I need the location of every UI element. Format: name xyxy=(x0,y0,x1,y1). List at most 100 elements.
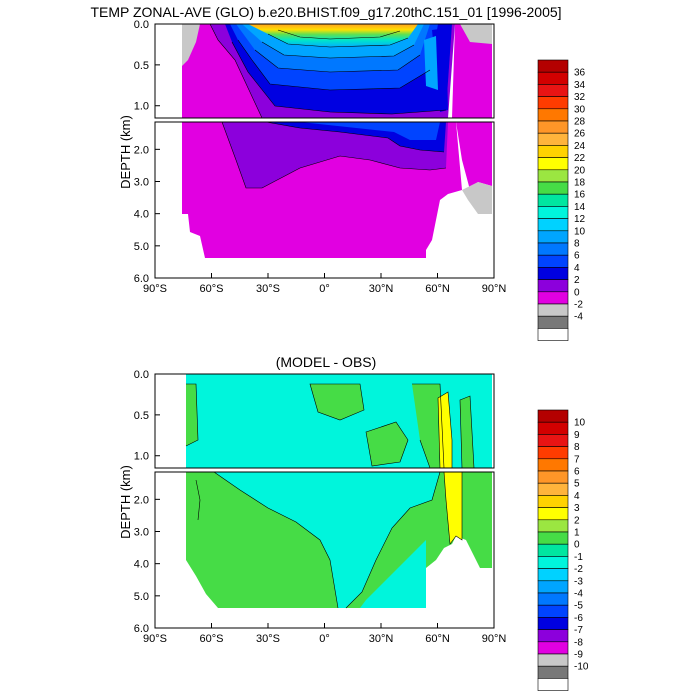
x-tick-label: 30°N xyxy=(369,633,394,645)
x-tick-label: 30°S xyxy=(256,283,280,295)
top-upper-fills xyxy=(182,24,492,118)
colorbar-label: 8 xyxy=(574,239,580,250)
colorbar-label: -2 xyxy=(574,300,583,311)
colorbar-label: 22 xyxy=(574,153,586,164)
colorbar-label: -7 xyxy=(574,625,583,636)
colorbar-swatch xyxy=(537,641,569,655)
colorbar-swatch xyxy=(537,193,569,207)
x-tick-label: 90°N xyxy=(482,283,507,295)
colorbar-swatch xyxy=(537,580,569,594)
colorbar-swatch xyxy=(537,531,569,545)
colorbar-label: 8 xyxy=(574,442,580,453)
colorbar-label: 12 xyxy=(574,214,586,225)
colorbar-swatch xyxy=(537,421,569,435)
bottom-y-axis-label: DEPTH (km) xyxy=(118,465,133,539)
top-upper-frame xyxy=(154,23,495,119)
colorbar-swatch xyxy=(537,315,569,329)
colorbar-swatch xyxy=(537,519,569,533)
colorbar-swatch xyxy=(537,482,569,496)
bottom-upper-frame xyxy=(154,373,495,469)
bottom-y-ticks: 0.0 0.5 1.0 2.0 3.0 4.0 5.0 6.0 xyxy=(134,369,160,635)
colorbar-label: -8 xyxy=(574,637,583,648)
colorbar-swatch xyxy=(537,230,569,244)
y-tick-label: 1.0 xyxy=(134,451,149,463)
colorbar-label: -2 xyxy=(574,564,583,575)
colorbar-swatch xyxy=(537,279,569,293)
colorbar-label: 20 xyxy=(574,165,586,176)
y-tick-label: 0.5 xyxy=(134,410,149,422)
colorbar-label: 0 xyxy=(574,540,580,551)
colorbar-swatch xyxy=(537,470,569,484)
y-tick-label: 6.0 xyxy=(134,273,149,285)
colorbar-label: 26 xyxy=(574,129,586,140)
colorbar-swatch xyxy=(537,145,569,158)
colorbar-label: 4 xyxy=(574,491,580,502)
colorbar-label: 9 xyxy=(574,430,580,441)
colorbar-swatch xyxy=(537,629,569,643)
y-tick-label: 5.0 xyxy=(134,591,149,603)
colorbar-swatch xyxy=(537,132,569,146)
x-tick-label: 0° xyxy=(319,633,330,645)
colorbar-swatch xyxy=(537,495,569,508)
bottom-upper-contours xyxy=(185,383,475,469)
colorbar-label: 28 xyxy=(574,117,586,128)
colorbar-swatch xyxy=(537,543,569,557)
colorbar-label: 10 xyxy=(574,418,586,429)
x-tick-label: 90°S xyxy=(143,283,167,295)
colorbar-swatch xyxy=(537,218,569,232)
colorbar-swatch xyxy=(537,242,569,256)
bottom-lower-contours xyxy=(195,471,463,609)
top-y-axis-label: DEPTH (km) xyxy=(118,115,133,189)
colorbar-swatch xyxy=(537,254,569,268)
colorbar-swatch xyxy=(537,653,569,667)
colorbar-swatch xyxy=(537,169,569,183)
y-tick-label: 6.0 xyxy=(134,623,149,635)
colorbar-swatch xyxy=(537,181,569,195)
colorbar-swatch xyxy=(537,206,569,219)
y-tick-label: 0.0 xyxy=(134,19,149,31)
colorbar-label: -4 xyxy=(574,312,583,323)
colorbar-swatch xyxy=(537,267,569,280)
bottom-panel-title: (MODEL - OBS) xyxy=(276,354,377,370)
top-x-ticks: 90°S 60°S 30°S 0° 30°N 60°N 90°N xyxy=(143,273,506,295)
colorbar-label: -9 xyxy=(574,650,583,661)
colorbar-swatch xyxy=(537,604,569,618)
y-tick-label: 2.0 xyxy=(134,494,149,506)
y-tick-label: 3.0 xyxy=(134,177,149,189)
x-tick-label: 30°N xyxy=(369,283,394,295)
colorbar-swatch xyxy=(537,556,569,569)
colorbar-label: 6 xyxy=(574,251,580,262)
colorbar-swatch xyxy=(537,84,569,97)
colorbar-label: 10 xyxy=(574,226,586,237)
y-tick-label: 1.0 xyxy=(134,101,149,113)
colorbar-swatch xyxy=(537,617,569,630)
colorbar-swatch xyxy=(537,409,569,423)
colorbar-swatch xyxy=(537,120,569,134)
y-tick-label: 0.5 xyxy=(134,60,149,72)
bottom-lower-fills xyxy=(186,472,492,608)
colorbar-label: 4 xyxy=(574,263,580,274)
x-tick-label: 60°N xyxy=(425,633,450,645)
x-tick-label: 90°S xyxy=(143,633,167,645)
colorbar-label: 2 xyxy=(574,515,580,526)
y-tick-label: 5.0 xyxy=(134,241,149,253)
top-panel: TEMP ZONAL-AVE (GLO) b.e20.BHIST.f09_g17… xyxy=(90,4,586,341)
y-tick-label: 0.0 xyxy=(134,369,149,381)
colorbar-swatch xyxy=(537,507,569,521)
colorbar-label: 3 xyxy=(574,503,580,514)
colorbar-label: 24 xyxy=(574,141,586,152)
colorbar-label: 18 xyxy=(574,178,586,189)
bottom-x-ticks: 90°S 60°S 30°S 0° 30°N 60°N 90°N xyxy=(143,623,506,645)
top-y-ticks: 0.0 0.5 1.0 2.0 3.0 4.0 5.0 6.0 xyxy=(134,19,160,285)
colorbar-swatch xyxy=(537,592,569,606)
colorbar-label: -3 xyxy=(574,576,583,587)
x-tick-label: 30°S xyxy=(256,633,280,645)
colorbar-swatch xyxy=(537,157,569,171)
top-lower-fills xyxy=(182,122,492,258)
colorbar-label: 32 xyxy=(574,92,586,103)
y-tick-label: 4.0 xyxy=(134,209,149,221)
colorbar-swatch xyxy=(537,434,569,447)
